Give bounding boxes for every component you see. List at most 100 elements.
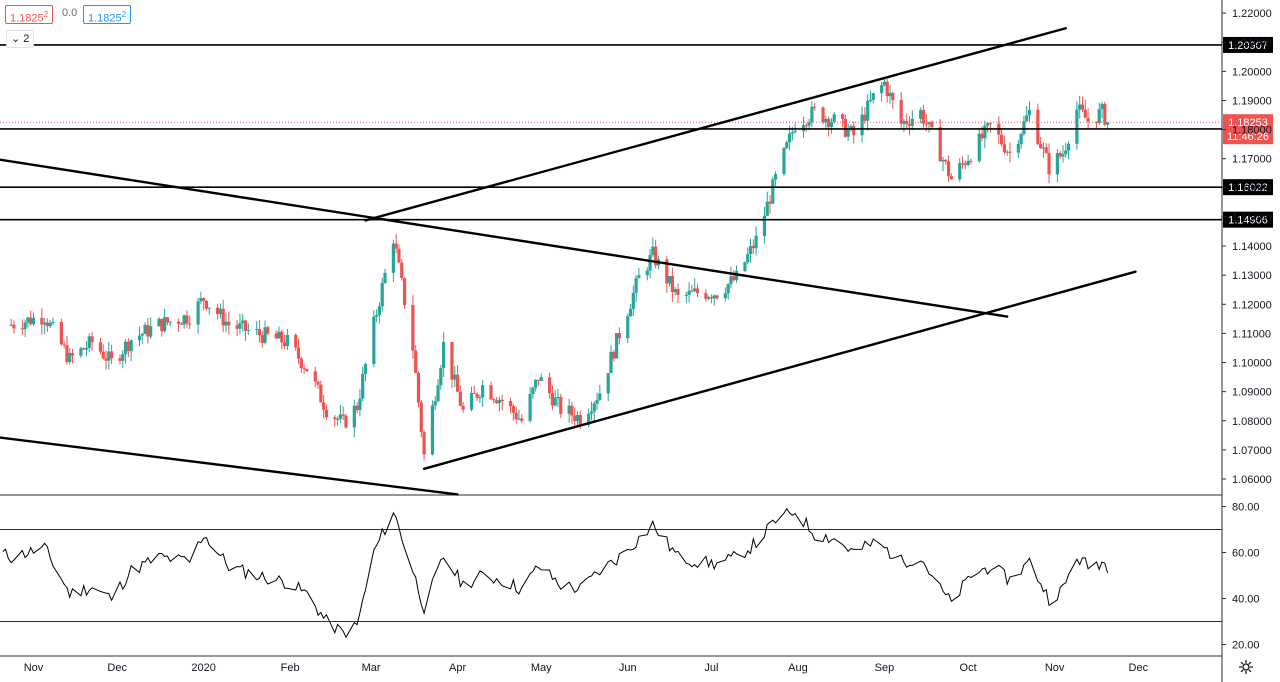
candle	[868, 90, 873, 103]
candle	[1080, 96, 1085, 113]
candle-body	[810, 106, 814, 123]
price-tick-label: 1.15000	[1232, 212, 1272, 224]
time-tick-label: Oct	[960, 662, 977, 674]
candle	[238, 313, 242, 335]
candle-body	[143, 325, 147, 334]
time-tick-label: May	[531, 662, 552, 674]
candle-body	[1047, 152, 1051, 175]
candle-body	[402, 277, 407, 306]
trendline[interactable]	[422, 270, 1137, 470]
price-tick-label: 1.12000	[1232, 299, 1272, 311]
candle-body	[754, 235, 758, 249]
candle	[676, 283, 680, 304]
price-tick-label: 1.21000	[1232, 37, 1272, 49]
candle	[121, 350, 125, 368]
candle	[23, 319, 27, 338]
candle	[196, 297, 200, 334]
candle	[726, 283, 730, 300]
ask-price-box[interactable]: 1.18252	[83, 5, 132, 25]
trendlines[interactable]	[0, 27, 1137, 496]
candle	[528, 386, 532, 423]
candle-body	[693, 288, 697, 292]
candle	[1016, 139, 1020, 159]
candle	[921, 104, 926, 128]
candle-body	[419, 402, 423, 433]
price-tick-label: 1.19000	[1232, 95, 1272, 107]
candle	[341, 406, 345, 421]
candle	[1036, 103, 1040, 146]
candle	[1078, 95, 1082, 119]
candle	[1064, 142, 1068, 158]
candle-body	[631, 292, 635, 309]
candle-body	[1080, 104, 1085, 110]
candles	[9, 78, 1110, 461]
candle-body	[51, 322, 55, 324]
candle	[182, 314, 186, 329]
candle	[880, 81, 884, 102]
candle	[927, 121, 931, 133]
candle	[684, 291, 688, 304]
candle	[919, 107, 923, 124]
trendline[interactable]	[364, 27, 1067, 222]
candle-body	[255, 329, 259, 331]
indicators-toggle[interactable]: ⌄ 2	[6, 30, 35, 48]
trendline[interactable]	[0, 151, 1009, 318]
candle	[82, 347, 86, 351]
candle-body	[723, 293, 727, 299]
candle	[316, 380, 320, 389]
gear-icon[interactable]	[1238, 659, 1254, 675]
chevron-down-icon: ⌄	[11, 33, 21, 45]
candle	[146, 317, 150, 344]
candle-body	[782, 148, 786, 175]
candle	[1041, 142, 1046, 158]
candle-body	[62, 344, 66, 346]
candle-body	[59, 322, 63, 345]
candle	[634, 275, 638, 302]
candle-body	[146, 325, 150, 337]
candle-body	[595, 399, 599, 404]
time-tick-label: Nov	[24, 662, 44, 674]
candle-body	[176, 321, 181, 324]
candle	[472, 385, 476, 395]
candle	[977, 129, 981, 163]
candle-body	[98, 342, 103, 352]
candle	[986, 121, 990, 133]
price-tick-label: 1.09000	[1232, 387, 1272, 399]
candle-body	[1094, 121, 1099, 124]
candle	[48, 319, 52, 328]
candle	[478, 394, 482, 403]
candle-body	[257, 329, 262, 336]
candle-body	[9, 324, 13, 326]
candle	[442, 332, 446, 377]
candle-body	[871, 93, 875, 100]
candle	[651, 237, 655, 258]
bid-price-box[interactable]: 1.18252	[5, 5, 54, 25]
candle-body	[832, 114, 836, 123]
candle-body	[196, 301, 200, 325]
candle	[768, 195, 772, 214]
horizontal-levels[interactable]: 1.209071.180221.160221.149061.1825311:46…	[0, 36, 1273, 228]
candle	[188, 315, 192, 330]
candle-body	[363, 363, 368, 374]
candle-body	[670, 276, 674, 292]
candle	[536, 379, 541, 386]
candle-body	[785, 142, 789, 149]
candle	[497, 396, 502, 412]
candle	[517, 409, 521, 421]
candle-body	[946, 161, 951, 177]
candle	[592, 401, 596, 422]
candle	[140, 332, 144, 344]
candle-body	[411, 305, 415, 351]
candle-body	[280, 331, 284, 343]
candle	[999, 129, 1004, 147]
candle-body	[536, 379, 541, 381]
candle	[548, 372, 552, 399]
candle-body	[609, 351, 613, 374]
candle-body	[492, 399, 496, 401]
candle	[771, 176, 775, 205]
candle	[832, 112, 836, 124]
trendline[interactable]	[0, 431, 459, 496]
candle	[391, 239, 395, 283]
